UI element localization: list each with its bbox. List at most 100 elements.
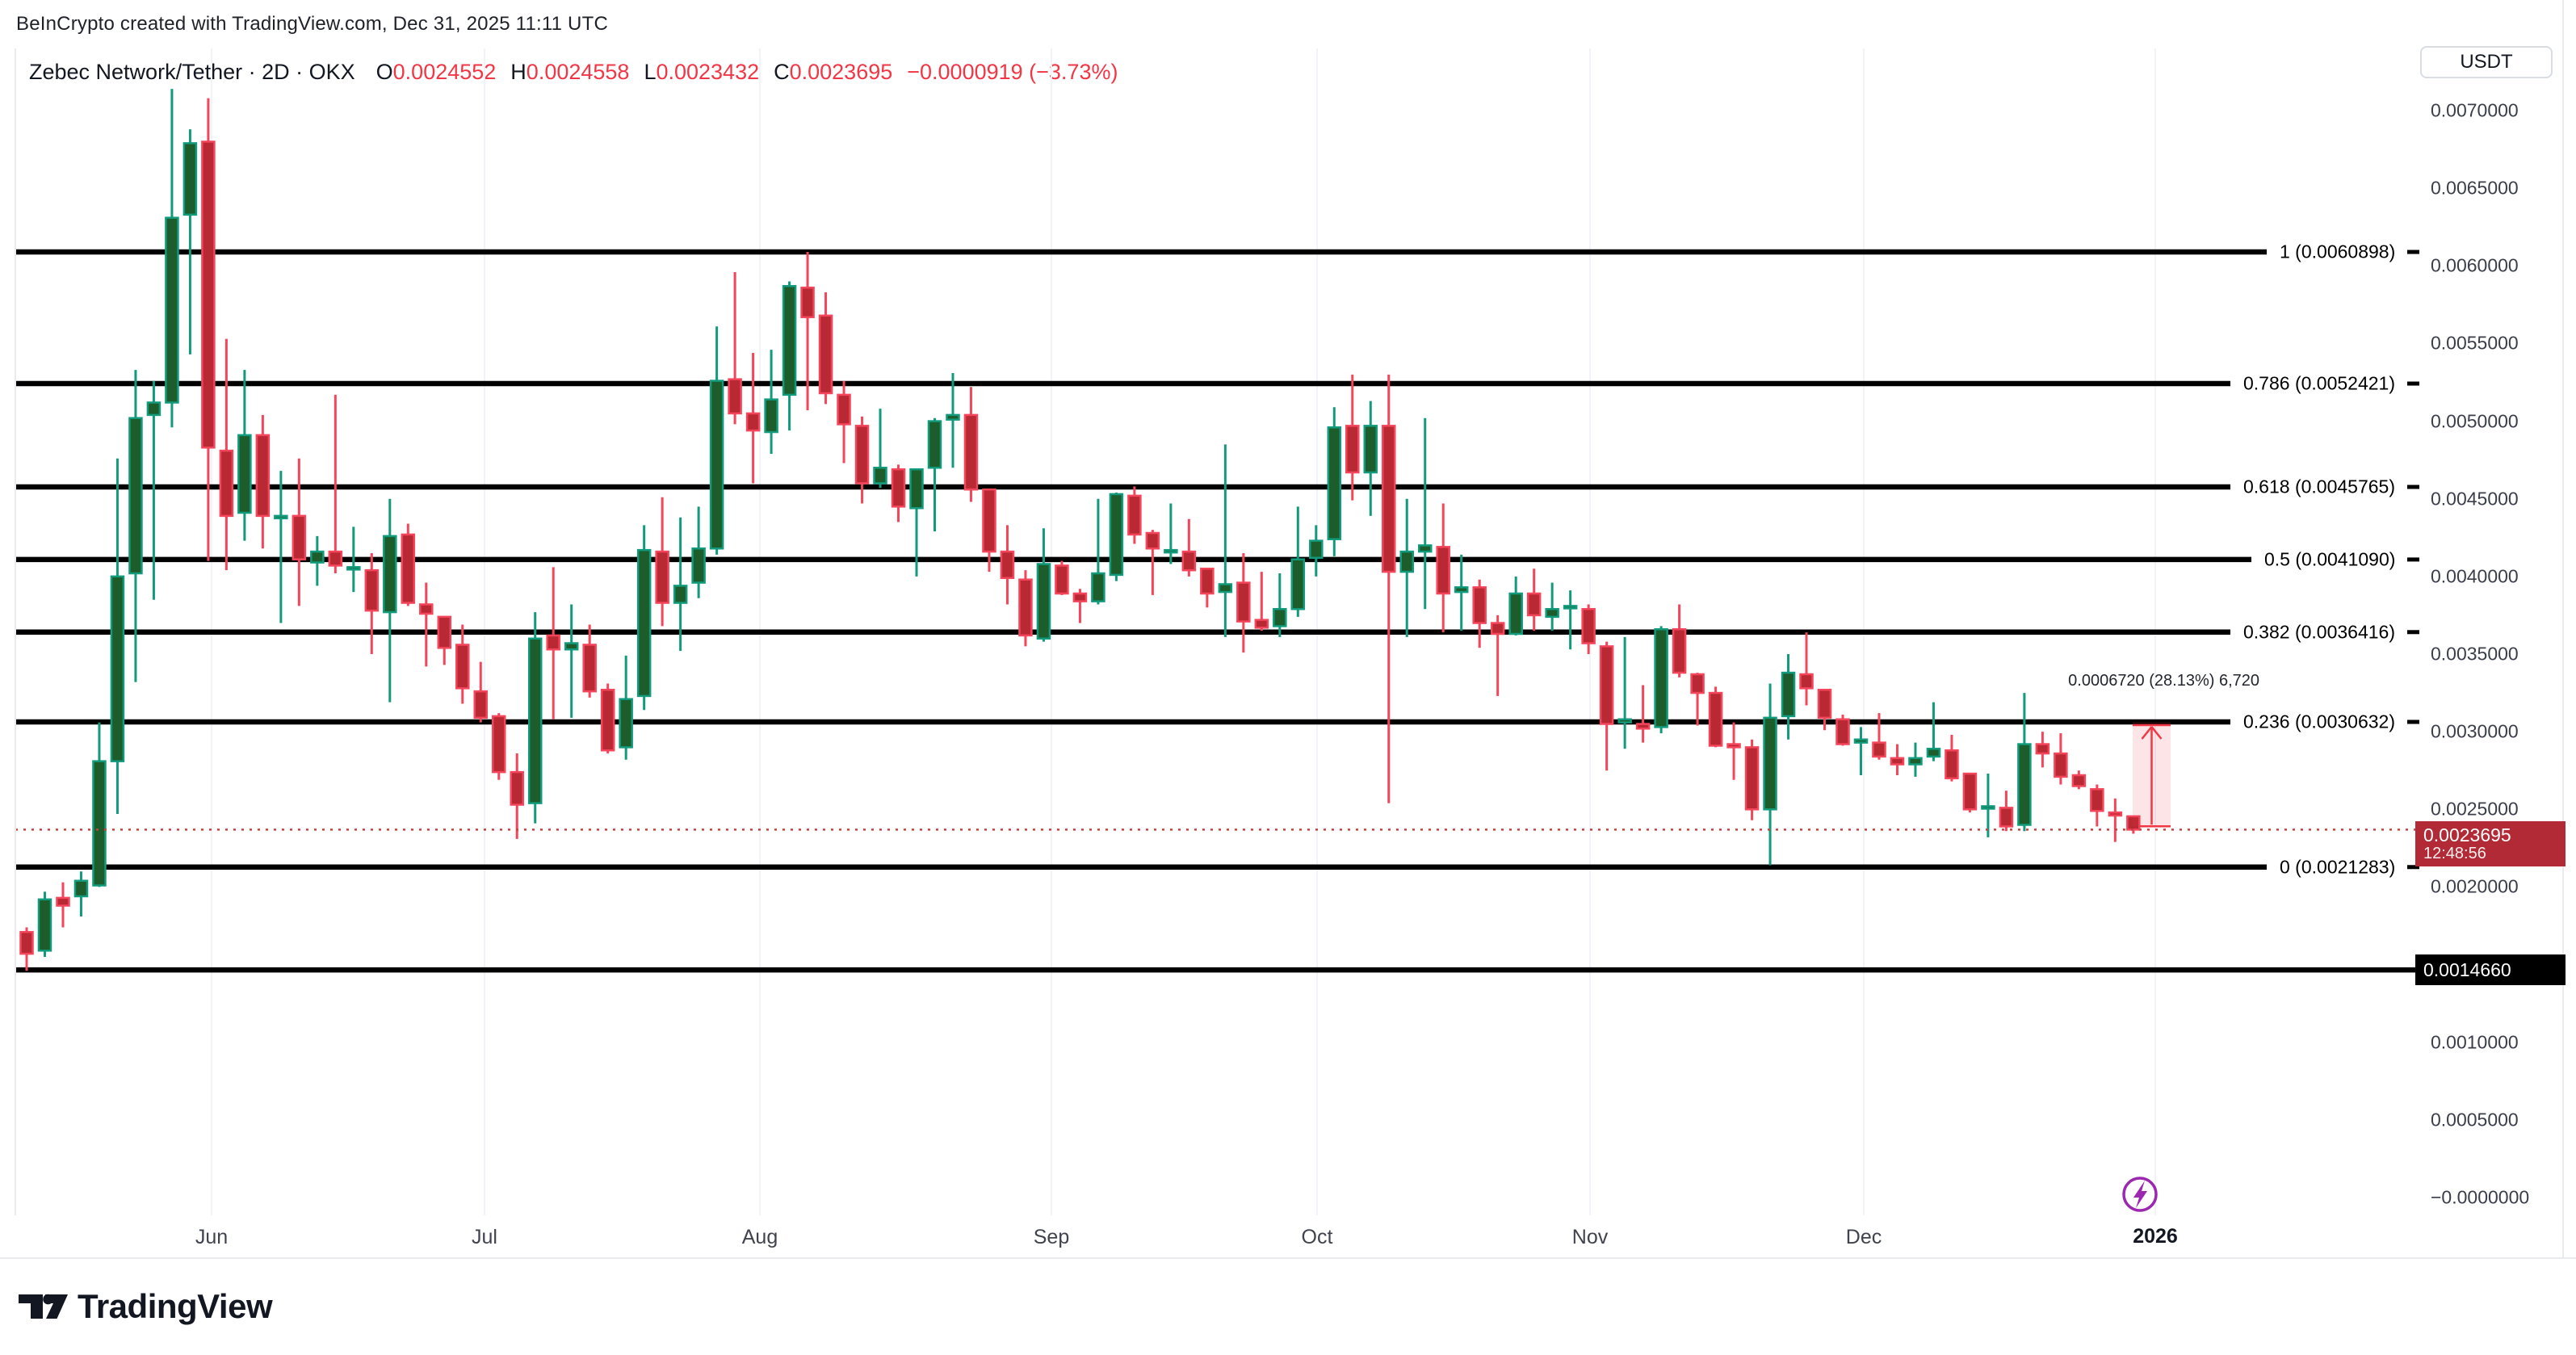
candle: [1181, 518, 1197, 577]
candle: [963, 387, 979, 502]
fib-label-0.236: 0.236 (0.0030632): [2243, 711, 2395, 732]
candle: [1635, 685, 1651, 743]
candle: [1327, 407, 1342, 556]
price-change: −0.0000919 (−3.73%): [907, 60, 1118, 84]
month-label-aug: Aug: [741, 1226, 778, 1248]
fib-label-0.786: 0.786 (0.0052421): [2243, 372, 2395, 394]
candle: [510, 753, 524, 839]
candle: [673, 517, 688, 652]
candle: [1436, 503, 1450, 633]
candle: [1999, 791, 2014, 832]
candle: [691, 506, 706, 598]
candle: [455, 624, 470, 704]
candle: [982, 488, 996, 573]
chart-legend[interactable]: Zebec Network/Tether · 2D · OKX O0.00245…: [29, 60, 1118, 85]
candle: [1836, 714, 1850, 746]
chart-overlays: [15, 721, 2427, 831]
candle: [328, 394, 343, 574]
candle: [782, 281, 797, 431]
candle: [1454, 554, 1469, 631]
candle: [491, 713, 506, 780]
month-label-oct: Oct: [1301, 1226, 1333, 1248]
candle: [1617, 636, 1632, 749]
fib-label-0: 0 (0.0021283): [2280, 856, 2396, 878]
price-axis-label: 0.0040000: [2431, 565, 2519, 587]
candle: [37, 891, 52, 957]
candle: [709, 326, 724, 555]
candle: [437, 615, 452, 665]
candle: [56, 882, 70, 928]
candle: [764, 350, 778, 454]
candle: [292, 458, 307, 606]
fibonacci-lines: [15, 249, 2427, 973]
level-price-badge: 0.0014660: [2415, 954, 2566, 986]
countdown-timer: 12:48:56: [2423, 844, 2486, 862]
tradingview-logo[interactable]: TradingView: [18, 1287, 273, 1326]
candle: [1781, 653, 1796, 740]
measure-annotation: 0.0006720 (28.13%) 6,720: [2068, 672, 2259, 690]
candle: [2054, 733, 2068, 785]
candle: [1273, 573, 1287, 637]
price-axis-label: 0.0035000: [2431, 643, 2519, 665]
candle: [2017, 693, 2032, 832]
candle: [636, 525, 652, 711]
price-axis-label: 0.0055000: [2431, 332, 2519, 354]
price-axis-label: 0.0060000: [2431, 254, 2519, 276]
candle: [582, 624, 597, 698]
candle: [346, 526, 361, 593]
candle: [146, 380, 162, 600]
candle: [1091, 498, 1105, 605]
symbol-title: Zebec Network/Tether · 2D · OKX: [29, 60, 355, 84]
candle: [1872, 713, 1886, 760]
candle: [891, 464, 906, 522]
price-axis-label: −0.0000000: [2431, 1186, 2530, 1208]
price-axis-label: 0.0030000: [2431, 720, 2519, 742]
candle: [873, 409, 887, 489]
candle: [401, 523, 416, 606]
candle: [419, 582, 434, 667]
candle: [1036, 528, 1051, 642]
candle: [201, 98, 216, 561]
candle: [1490, 615, 1505, 696]
last-price-badge: 0.0023695 12:48:56: [2415, 821, 2566, 867]
candle: [2090, 784, 2104, 827]
candle: [1672, 604, 1687, 678]
candle: [655, 497, 669, 627]
candle: [1309, 525, 1324, 577]
month-label-jun: Jun: [195, 1226, 229, 1248]
candle: [745, 352, 761, 484]
candle: [1962, 772, 1978, 813]
candle: [1072, 589, 1088, 623]
currency-badge[interactable]: USDT: [2420, 46, 2553, 78]
candle: [310, 535, 325, 586]
ohlc-high: H0.0024558: [510, 60, 630, 84]
axis-right-border: [2562, 0, 2564, 1259]
lightning-icon[interactable]: [2122, 1177, 2158, 1212]
candle: [1817, 688, 1832, 731]
candle: [1526, 568, 1542, 631]
ohlc-low: L0.0023432: [644, 60, 760, 84]
candle: [1890, 744, 1905, 775]
candle: [128, 370, 143, 682]
candle: [1200, 567, 1215, 608]
candle: [564, 604, 579, 718]
month-label-dec: Dec: [1845, 1226, 1882, 1248]
candle: [800, 251, 815, 411]
fib-label-0.5: 0.5 (0.0041090): [2264, 548, 2396, 570]
candle: [946, 372, 960, 468]
candle: [1127, 486, 1142, 544]
candle: [1109, 493, 1124, 581]
candle: [73, 871, 89, 917]
candle: [1145, 530, 1160, 595]
candle: [1945, 734, 1959, 782]
candle: [473, 661, 488, 723]
candle: [1472, 579, 1487, 648]
candle: [255, 414, 271, 549]
candle: [728, 271, 742, 425]
candle: [1599, 641, 1614, 771]
candle: [1363, 401, 1378, 516]
candle: [1508, 576, 1523, 636]
tradingview-logo-text: TradingView: [78, 1287, 273, 1325]
candle: [527, 612, 543, 824]
